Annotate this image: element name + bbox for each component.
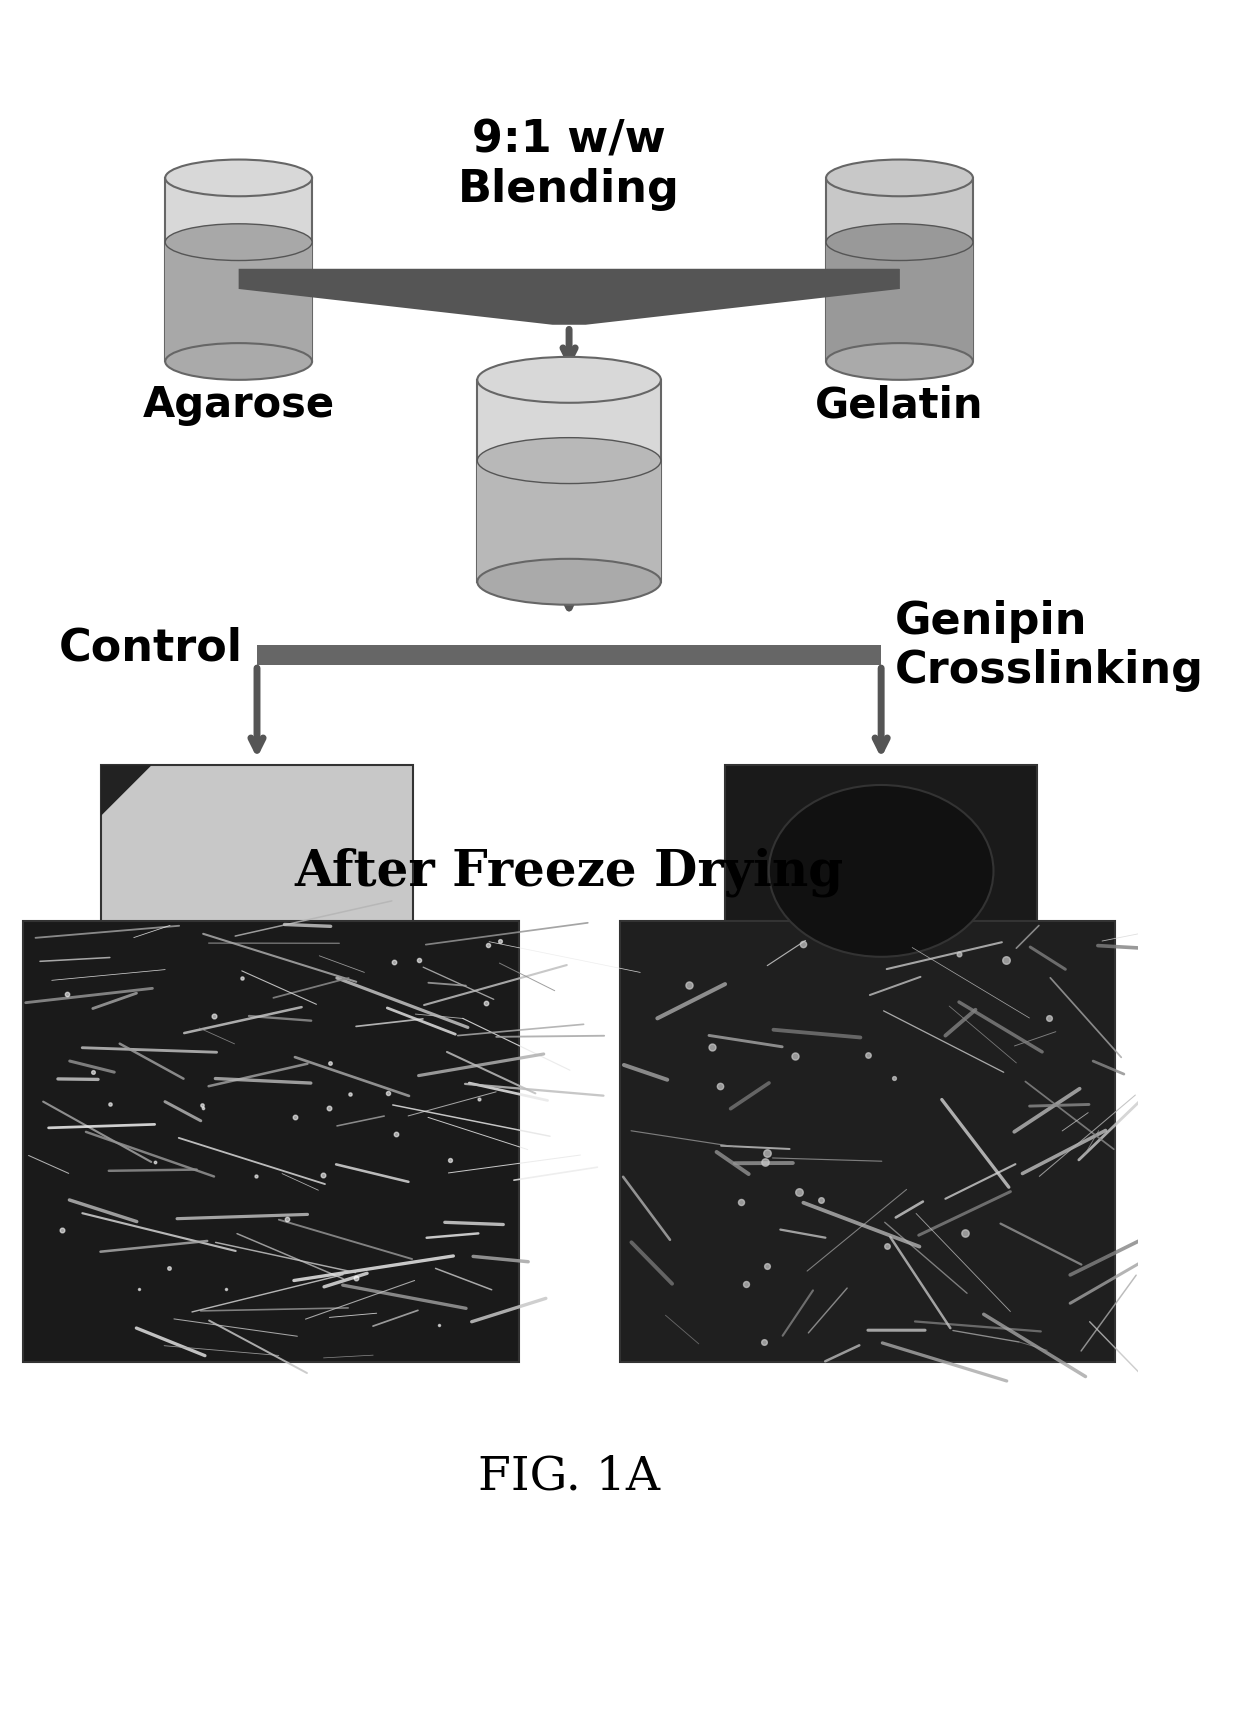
Point: [711, 1073, 730, 1101]
Point: [737, 1271, 756, 1298]
Point: [429, 1312, 449, 1339]
Bar: [620, 922, 1115, 1362]
Point: [440, 1145, 460, 1173]
Point: [758, 1252, 777, 1279]
Bar: [257, 646, 882, 664]
Point: [1039, 1004, 1059, 1032]
Point: [754, 1329, 774, 1356]
Ellipse shape: [165, 223, 312, 261]
Point: [811, 1186, 831, 1214]
Point: [346, 1264, 366, 1291]
Point: [877, 1233, 897, 1260]
Point: [278, 1205, 298, 1233]
Bar: [477, 379, 661, 582]
Bar: [165, 242, 312, 362]
Point: [192, 1092, 212, 1119]
Point: [479, 932, 498, 960]
Polygon shape: [238, 270, 899, 325]
Bar: [24, 922, 518, 1362]
Point: [384, 948, 404, 975]
Point: [57, 980, 77, 1008]
Point: [758, 1140, 777, 1168]
Point: [409, 946, 429, 974]
Ellipse shape: [477, 438, 661, 484]
Ellipse shape: [477, 558, 661, 604]
Point: [312, 1161, 332, 1188]
Ellipse shape: [769, 785, 993, 956]
Point: [52, 1216, 72, 1243]
Text: FIG. 1A: FIG. 1A: [479, 1454, 660, 1499]
Bar: [826, 242, 973, 362]
Bar: [477, 460, 661, 582]
Point: [145, 1149, 165, 1176]
Point: [83, 1059, 103, 1087]
Text: Control: Control: [60, 627, 243, 670]
Text: Agarose: Agarose: [143, 385, 335, 426]
Bar: [100, 766, 413, 1004]
Point: [285, 1104, 305, 1132]
Text: Genipin
Crosslinking: Genipin Crosslinking: [895, 599, 1204, 692]
Ellipse shape: [826, 343, 973, 379]
Point: [955, 1219, 975, 1247]
Point: [378, 1080, 398, 1107]
Text: 9:1 w/w
Blending: 9:1 w/w Blending: [458, 118, 680, 211]
Bar: [725, 766, 1037, 1004]
Ellipse shape: [826, 160, 973, 196]
Point: [100, 1090, 120, 1118]
Point: [858, 1041, 878, 1068]
Point: [702, 1034, 722, 1061]
Point: [476, 989, 496, 1016]
Point: [205, 1003, 224, 1030]
Point: [884, 1065, 904, 1092]
Point: [320, 1049, 340, 1077]
Point: [469, 1085, 489, 1113]
Ellipse shape: [826, 223, 973, 261]
Bar: [826, 179, 973, 362]
Ellipse shape: [165, 160, 312, 196]
Point: [794, 931, 813, 958]
Bar: [165, 179, 312, 362]
Point: [247, 1162, 267, 1190]
Point: [949, 941, 968, 968]
Point: [320, 1094, 340, 1121]
Point: [730, 1188, 750, 1216]
Point: [340, 1080, 360, 1107]
Point: [785, 1042, 805, 1070]
Point: [159, 1253, 179, 1281]
Point: [129, 1274, 149, 1301]
Point: [232, 965, 252, 992]
Point: [217, 1276, 237, 1303]
Polygon shape: [100, 766, 151, 816]
Point: [490, 927, 510, 955]
Text: After Freeze Drying: After Freeze Drying: [295, 848, 843, 898]
Point: [680, 970, 699, 998]
Point: [755, 1149, 775, 1176]
Point: [386, 1119, 405, 1147]
Bar: [238, 270, 899, 288]
Point: [790, 1178, 810, 1205]
Point: [193, 1094, 213, 1121]
Ellipse shape: [477, 357, 661, 403]
Text: Gelatin: Gelatin: [815, 385, 983, 426]
Point: [996, 946, 1016, 974]
Ellipse shape: [165, 343, 312, 379]
